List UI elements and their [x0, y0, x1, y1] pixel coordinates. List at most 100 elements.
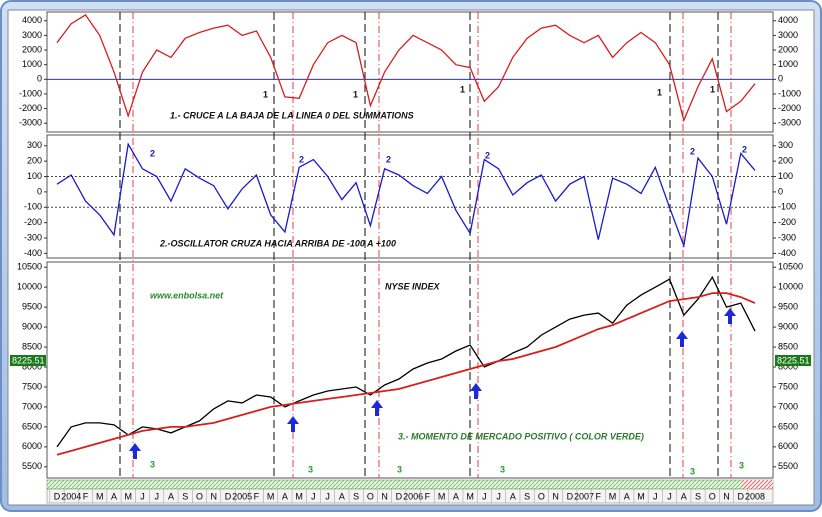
panel	[46, 261, 774, 479]
x-tick-label: S	[353, 491, 359, 501]
y-tick-label: -200	[778, 217, 796, 227]
x-tick-label: J	[154, 491, 159, 501]
y-tick-label: 10500	[778, 262, 803, 272]
x-tick-label: M	[609, 491, 617, 501]
signal-label: 1	[263, 89, 268, 99]
website: www.enbolsa.net	[150, 290, 224, 300]
y-tick-label: -300	[24, 232, 42, 242]
x-tick-label: 2004	[61, 491, 81, 501]
arrow	[287, 416, 299, 432]
value-box	[10, 355, 46, 366]
x-tick-label: F	[596, 491, 602, 501]
y-tick-label: -400	[24, 248, 42, 258]
y-tick-label: 7000	[22, 401, 42, 411]
x-tick-label: N	[210, 491, 217, 501]
signal-label: 2	[742, 144, 747, 154]
y-tick-label: 6000	[778, 441, 798, 451]
x-tick-label: J	[311, 491, 316, 501]
signal-label: 3	[500, 464, 505, 474]
y-tick-label: 1000	[778, 59, 798, 69]
y-tick-label: 200	[27, 156, 42, 166]
y-tick-label: 0	[778, 186, 783, 196]
y-tick-label: 300	[27, 140, 42, 150]
signal-label: 1	[657, 87, 662, 97]
y-tick-label: -100	[778, 202, 796, 212]
signal-label: 3	[739, 460, 744, 470]
y-tick-label: -200	[24, 217, 42, 227]
x-tick-label: D	[567, 491, 574, 501]
x-tick-label: N	[381, 491, 388, 501]
annotation: 1.- CRUCE A LA BAJA DE LA LINEA 0 DEL SU…	[170, 110, 414, 120]
y-tick-label: -100	[24, 202, 42, 212]
panel-title: NYSE INDEX	[385, 281, 441, 291]
x-tick-label: F	[83, 491, 89, 501]
x-tick-label: A	[681, 491, 687, 501]
y-tick-label: 8000	[22, 361, 42, 371]
y-tick-label: 8000	[778, 361, 798, 371]
series-line	[56, 292, 756, 456]
y-tick-label: -1000	[778, 88, 801, 98]
y-tick-label: -2000	[778, 103, 801, 113]
signal-label: 2	[150, 148, 155, 158]
y-tick-label: 7500	[778, 381, 798, 391]
x-tick-label: D	[396, 491, 403, 501]
y-tick-label: 9500	[778, 301, 798, 311]
signal-label: 3	[690, 466, 695, 476]
panel	[46, 134, 774, 259]
signal-label: 1	[460, 84, 465, 94]
y-tick-label: 6500	[778, 421, 798, 431]
series-line	[56, 275, 756, 448]
y-tick-label: 2000	[22, 44, 42, 54]
y-tick-label: 9000	[22, 321, 42, 331]
y-tick-label: -300	[778, 232, 796, 242]
y-tick-label: 200	[778, 156, 793, 166]
x-tick-label: A	[453, 491, 459, 501]
annotation: 3.- MOMENTO DE MERCADO POSITIVO ( COLOR …	[398, 431, 644, 441]
y-tick-label: 6000	[22, 441, 42, 451]
y-tick-label: 0	[37, 74, 42, 84]
x-tick-label: A	[111, 491, 117, 501]
x-tick-label: S	[524, 491, 530, 501]
arrow	[724, 308, 736, 324]
x-tick-label: A	[168, 491, 174, 501]
signal-label: 3	[150, 459, 155, 469]
x-tick-label: M	[637, 491, 645, 501]
y-tick-label: 100	[27, 171, 42, 181]
signal-label: 3	[397, 464, 402, 474]
x-tick-label: M	[124, 491, 132, 501]
arrow	[129, 443, 141, 459]
market-band-red	[742, 480, 773, 489]
y-tick-label: 10000	[778, 282, 803, 292]
x-tick-label: F	[425, 491, 431, 501]
x-tick-label: A	[282, 491, 288, 501]
arrow	[676, 331, 688, 347]
value-box	[775, 355, 811, 366]
y-tick-label: 8500	[778, 341, 798, 351]
y-tick-label: 6500	[22, 421, 42, 431]
x-tick-label: F	[254, 491, 260, 501]
x-tick-label: S	[695, 491, 701, 501]
signal-label: 2	[485, 150, 490, 160]
x-tick-label: O	[196, 491, 203, 501]
y-tick-label: -1000	[19, 88, 42, 98]
signal-label: 2	[690, 146, 695, 156]
series-line	[56, 14, 756, 123]
y-tick-label: 2000	[778, 44, 798, 54]
y-tick-label: -400	[778, 248, 796, 258]
x-tick-label: 2008	[745, 491, 765, 501]
x-tick-label: M	[267, 491, 275, 501]
y-tick-label: 9000	[778, 321, 798, 331]
y-tick-label: 100	[778, 171, 793, 181]
y-tick-label: -3000	[778, 118, 801, 128]
x-tick-label: O	[538, 491, 545, 501]
y-tick-label: 10000	[17, 282, 42, 292]
x-tick-label: D	[225, 491, 232, 501]
y-tick-label: 3000	[22, 30, 42, 40]
last-value: 8225.51	[777, 355, 810, 365]
x-tick-label: 2007	[574, 491, 594, 501]
x-tick-label: N	[552, 491, 559, 501]
x-tick-label: M	[96, 491, 104, 501]
y-tick-label: 5500	[778, 461, 798, 471]
annotation: 2.-OSCILLATOR CRUZA HACIA ARRIBA DE -100…	[159, 238, 396, 248]
market-band	[46, 479, 774, 490]
